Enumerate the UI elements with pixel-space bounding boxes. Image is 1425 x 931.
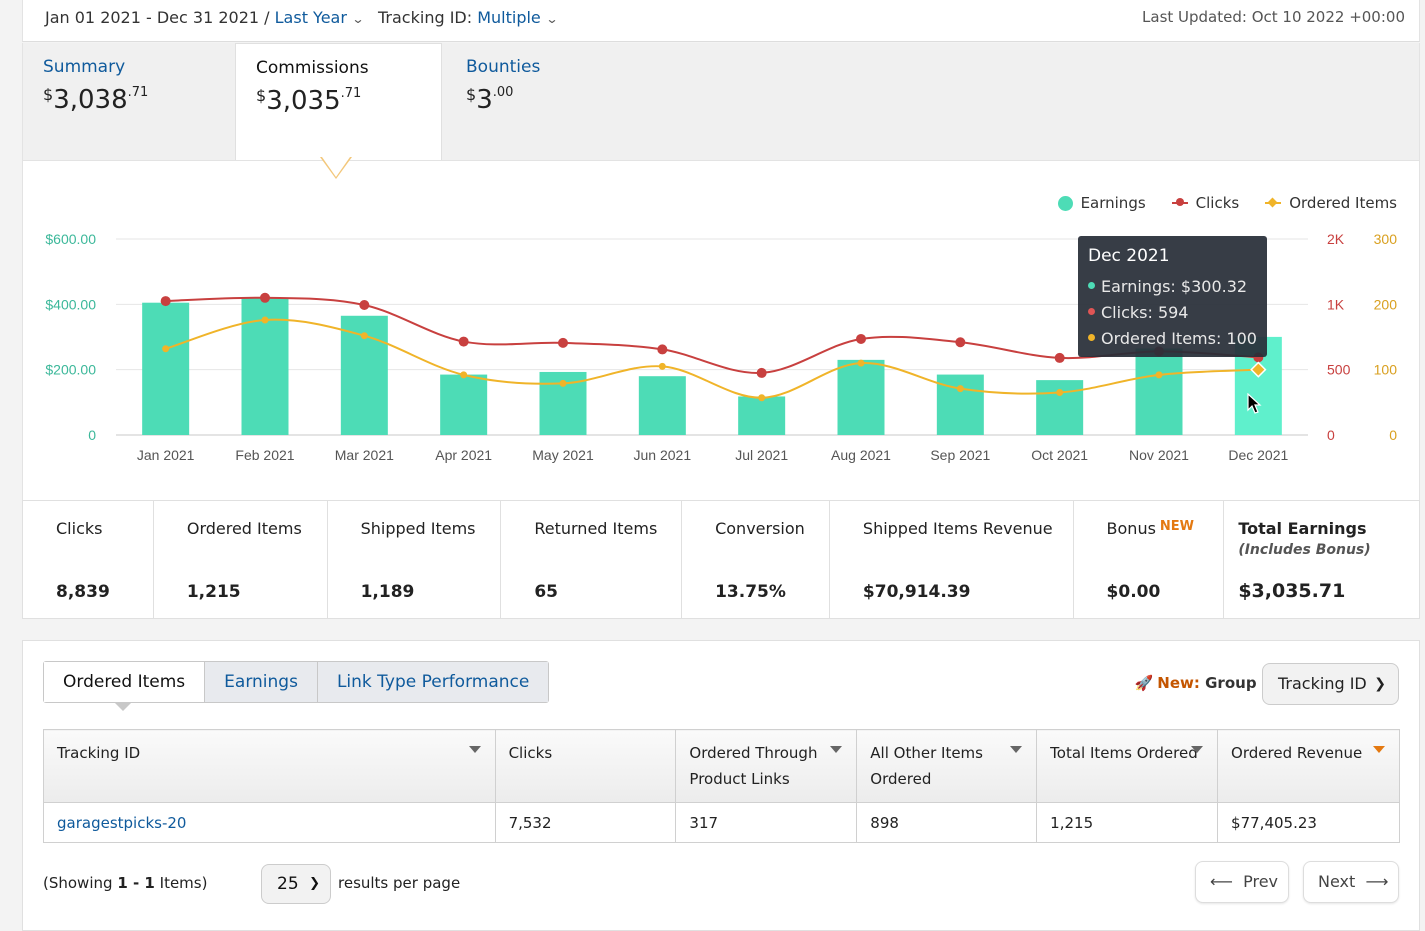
report-tabs: Ordered Items Earnings Link Type Perform… <box>43 661 550 703</box>
table-cell: 898 <box>856 802 1038 843</box>
chevron-down-icon[interactable]: ⌄ <box>545 12 559 26</box>
legend-clicks-marker <box>1171 198 1188 206</box>
sort-icon[interactable] <box>468 746 481 753</box>
chevron-down-icon: ❯ <box>309 876 320 891</box>
column-header-ordered-revenue[interactable]: Ordered Revenue <box>1217 729 1400 803</box>
table-cell: $77,405.23 <box>1217 802 1400 843</box>
chart-tooltip: Dec 2021 Earnings: $300.32 Clicks: 594 O… <box>1078 236 1267 357</box>
top-bar: Jan 01 2021 - Dec 31 2021 / Last Year ⌄ T… <box>22 0 1420 42</box>
legend-ordered-marker <box>1265 197 1282 208</box>
sort-icon[interactable] <box>1191 746 1204 753</box>
chart-legend: Earnings Clicks Ordered Items <box>1057 194 1397 212</box>
stat-conversion: Conversion 13.75% <box>682 501 830 618</box>
chevron-down-icon: ❯ <box>1374 676 1386 692</box>
tab-earnings[interactable]: Earnings <box>204 662 317 702</box>
report-table: Tracking ID Clicks Ordered Through Produ… <box>43 729 1400 843</box>
table-row: garagestpicks-20 7,532 317 898 1,215 $77… <box>43 802 1400 843</box>
tab-link-type-performance[interactable]: Link Type Performance <box>316 662 549 702</box>
stat-total-earnings: Total Earnings (Includes Bonus) $3,035.71 <box>1238 519 1371 602</box>
tracking-id-link[interactable]: garagestpicks-20 <box>43 802 496 843</box>
stats-row: Clicks 8,839 Ordered Items 1,215 Shipped I… <box>22 500 1420 619</box>
tab-bounties-value: $3.00 <box>466 85 514 115</box>
tab-summary-value: $3,038.71 <box>43 85 149 115</box>
rocket-icon: 🚀 <box>1134 674 1154 692</box>
tooltip-clicks: Clicks: 594 <box>1088 300 1257 326</box>
sort-icon[interactable] <box>1373 746 1385 753</box>
period-label[interactable]: Last Year <box>274 8 347 27</box>
per-page-label: results per page <box>338 874 461 892</box>
stat-ordered-items: Ordered Items 1,215 <box>154 501 328 618</box>
stat-shipped-revenue: Shipped Items Revenue $70,914.39 <box>830 501 1074 618</box>
group-by-select[interactable]: Tracking ID ❯ <box>1262 663 1399 705</box>
column-header-clicks[interactable]: Clicks <box>494 729 677 803</box>
tab-commissions-label: Commissions <box>256 58 369 78</box>
legend-ordered-items[interactable]: Ordered Items <box>1265 194 1397 212</box>
tab-bounties[interactable]: Bounties $3.00 <box>446 43 646 160</box>
next-button[interactable]: Next ⟶ <box>1303 861 1399 903</box>
table-cell: 317 <box>675 802 858 843</box>
tracking-id-selector[interactable]: Tracking ID: Multiple ⌄ <box>378 8 559 27</box>
tab-commissions[interactable]: Commissions $3,035.71 <box>235 43 442 165</box>
tab-summary[interactable]: Summary $3,038.71 <box>23 43 235 160</box>
arrow-right-icon: ⟶ <box>1365 872 1389 891</box>
chevron-down-icon[interactable]: ⌄ <box>351 12 365 26</box>
per-page-select[interactable]: 25 ❯ <box>261 864 331 904</box>
sort-icon[interactable] <box>830 746 843 753</box>
tracking-id-label: Tracking ID: <box>378 8 473 27</box>
legend-earnings-marker <box>1057 195 1073 211</box>
stat-clicks: Clicks 8,839 <box>23 501 154 618</box>
last-updated: Last Updated: Oct 10 2022 +00:00 <box>1142 8 1405 26</box>
column-header-total-items[interactable]: Total Items Ordered <box>1036 729 1219 803</box>
active-tab-pointer <box>115 703 131 711</box>
stat-shipped-items: Shipped Items 1,189 <box>328 501 502 618</box>
stat-bonus: Bonus NEW $0.00 <box>1074 501 1225 618</box>
column-header-ordered-through[interactable]: Ordered Through Product Links <box>675 729 858 803</box>
table-cell: 7,532 <box>494 802 677 843</box>
table-cell: 1,215 <box>1036 802 1219 843</box>
column-header-tracking-id[interactable]: Tracking ID <box>43 729 496 803</box>
date-range-selector[interactable]: Jan 01 2021 - Dec 31 2021 / Last Year ⌄ <box>45 8 365 27</box>
tracking-id-value[interactable]: Multiple <box>477 8 541 27</box>
tab-commissions-value: $3,035.71 <box>256 86 362 116</box>
tab-bounties-label: Bounties <box>466 57 541 77</box>
new-badge: NEW <box>1159 519 1195 534</box>
mouse-cursor-icon <box>1247 393 1262 414</box>
prev-button[interactable]: ⟵ Prev <box>1195 861 1289 903</box>
summary-tabs: Summary $3,038.71 Commissions $3,035.71 … <box>22 43 1420 165</box>
tooltip-title: Dec 2021 <box>1088 246 1170 266</box>
legend-earnings[interactable]: Earnings <box>1057 194 1146 212</box>
tooltip-earnings: Earnings: $300.32 <box>1088 274 1257 300</box>
legend-clicks[interactable]: Clicks <box>1171 194 1239 212</box>
arrow-left-icon: ⟵ <box>1210 872 1233 891</box>
report-panel: Ordered Items Earnings Link Type Perform… <box>22 640 1420 931</box>
stat-returned-items: Returned Items 65 <box>501 501 683 618</box>
date-range: Jan 01 2021 - Dec 31 2021 / <box>45 8 270 27</box>
tooltip-ordered: Ordered Items: 100 <box>1088 326 1257 352</box>
sort-icon[interactable] <box>1010 746 1023 753</box>
tab-ordered-items[interactable]: Ordered Items <box>44 662 205 702</box>
showing-count: (Showing 1 - 1 Items) <box>43 874 208 892</box>
tab-summary-label: Summary <box>43 57 126 77</box>
column-header-all-other[interactable]: All Other Items Ordered <box>856 729 1038 803</box>
